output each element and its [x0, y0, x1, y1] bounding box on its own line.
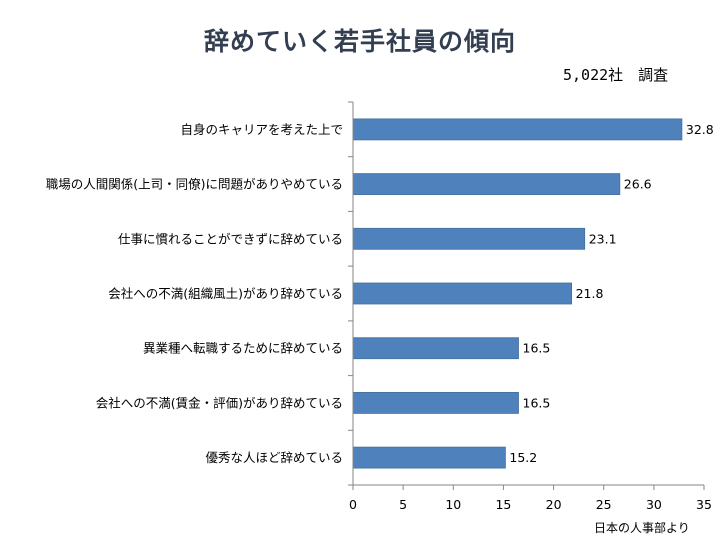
bar: [352, 391, 519, 414]
category-label: 会社への不満(組織風土)があり辞めている: [108, 286, 343, 301]
data-label: 26.6: [624, 177, 652, 192]
category-label: 会社への不満(賃金・評価)があり辞めている: [96, 395, 343, 410]
data-label: 23.1: [589, 231, 617, 246]
category-label: 自身のキャリアを考えた上で: [180, 122, 343, 137]
data-label: 15.2: [509, 450, 537, 465]
data-label: 32.8: [686, 122, 714, 137]
data-label: 16.5: [523, 341, 551, 356]
bar: [352, 282, 573, 305]
x-tick-label: 30: [646, 497, 662, 512]
category-label: 職場の人間関係(上司・同僚)に問題がありやめている: [46, 177, 343, 192]
data-label: 21.8: [576, 286, 604, 301]
x-tick-label: 10: [445, 497, 461, 512]
x-tick-label: 25: [596, 497, 612, 512]
chart-title: 辞めていく若手社員の傾向: [203, 27, 516, 56]
bar: [352, 118, 683, 141]
x-tick-label: 20: [546, 497, 562, 512]
category-label: 仕事に慣れることができずに辞めている: [118, 231, 343, 246]
data-label: 16.5: [523, 395, 551, 410]
bar: [352, 337, 519, 360]
source-note: 日本の人事部より: [594, 521, 690, 535]
bar: [352, 227, 586, 250]
category-label: 優秀な人ほど辞めている: [205, 450, 343, 465]
x-tick-label: 15: [495, 497, 511, 512]
x-tick-label: 35: [696, 497, 712, 512]
bar: [352, 446, 506, 469]
category-label: 異業種へ転職するために辞めている: [143, 341, 343, 356]
x-tick-label: 0: [349, 497, 357, 512]
x-tick-label: 5: [399, 497, 407, 512]
bar: [352, 173, 621, 196]
survey-note: 5,022社 調査: [563, 66, 669, 84]
